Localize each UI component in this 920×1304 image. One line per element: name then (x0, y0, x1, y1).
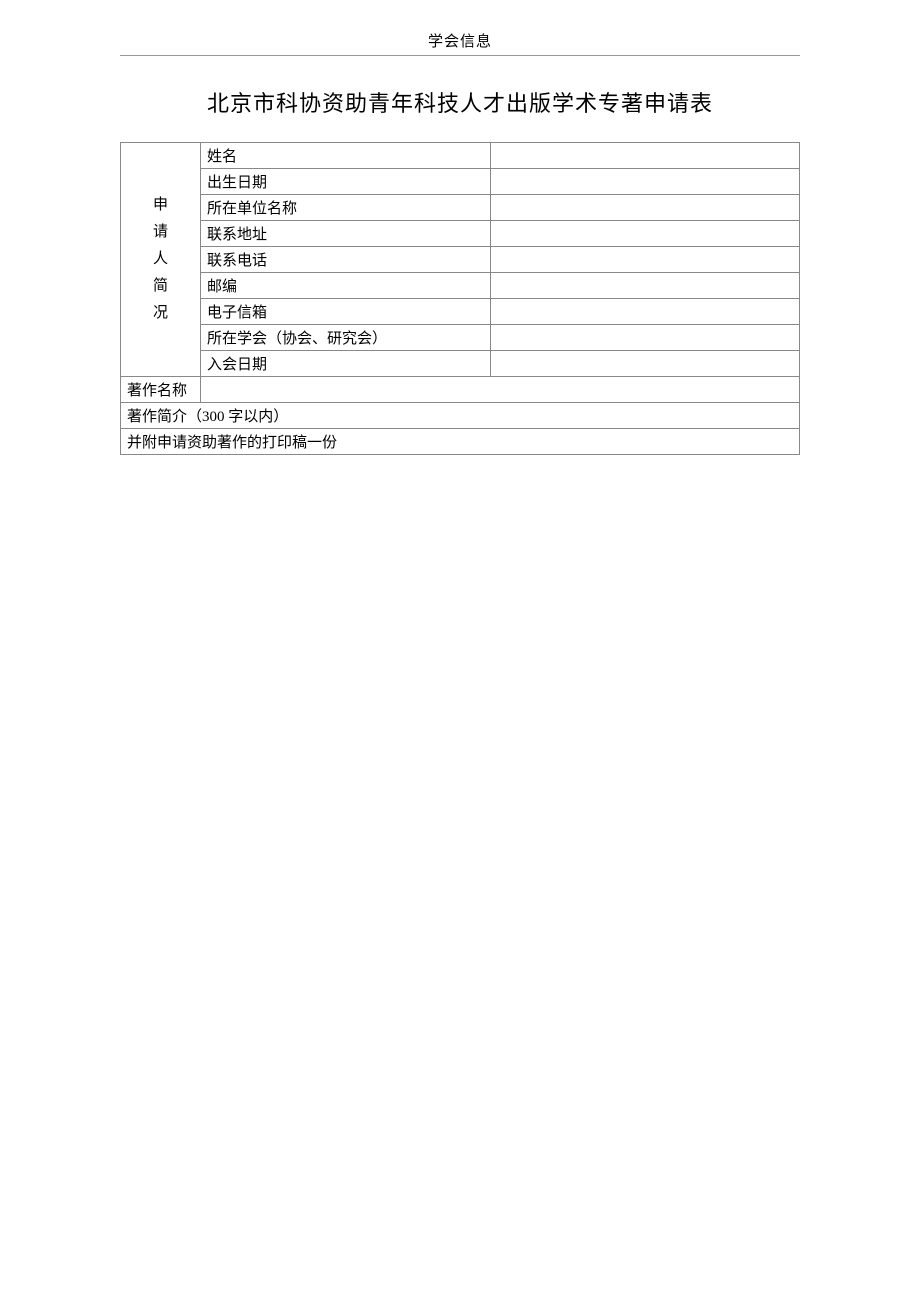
form-row: 邮编 (121, 273, 800, 299)
field-work-summary: 著作简介（300 字以内） (121, 403, 800, 429)
form-row: 申 请 人 简 况 姓名 (121, 143, 800, 169)
field-label-email: 电子信箱 (201, 299, 491, 325)
field-attachment-note: 并附申请资助著作的打印稿一份 (121, 429, 800, 455)
header-divider (120, 55, 800, 56)
field-label-association: 所在学会（协会、研究会） (201, 325, 491, 351)
form-row: 出生日期 (121, 169, 800, 195)
form-row: 入会日期 (121, 351, 800, 377)
page-header: 学会信息 (120, 30, 800, 56)
field-value-work-title (201, 377, 800, 403)
field-label-work-summary: 著作简介（300 字以内） (127, 409, 288, 425)
form-row-summary: 著作简介（300 字以内） (121, 403, 800, 429)
field-value-address (491, 221, 800, 247)
form-row: 所在学会（协会、研究会） (121, 325, 800, 351)
form-row: 所在单位名称 (121, 195, 800, 221)
field-value-birthdate (491, 169, 800, 195)
form-row-work-title: 著作名称 (121, 377, 800, 403)
field-label-work-title: 著作名称 (121, 377, 201, 403)
field-label-birthdate: 出生日期 (201, 169, 491, 195)
field-value-joindate (491, 351, 800, 377)
field-label-joindate: 入会日期 (201, 351, 491, 377)
form-row: 电子信箱 (121, 299, 800, 325)
field-value-org (491, 195, 800, 221)
form-row: 联系地址 (121, 221, 800, 247)
field-label-name: 姓名 (201, 143, 491, 169)
header-label: 学会信息 (428, 34, 492, 50)
field-label-org: 所在单位名称 (201, 195, 491, 221)
field-value-name (491, 143, 800, 169)
field-value-association (491, 325, 800, 351)
field-label-postcode: 邮编 (201, 273, 491, 299)
form-row: 联系电话 (121, 247, 800, 273)
field-label-address: 联系地址 (201, 221, 491, 247)
field-label-phone: 联系电话 (201, 247, 491, 273)
field-value-phone (491, 247, 800, 273)
form-row-attachment: 并附申请资助著作的打印稿一份 (121, 429, 800, 455)
application-form-table: 申 请 人 简 况 姓名 出生日期 所在单位名称 联系地址 联系电话 邮编 电子… (120, 142, 800, 455)
document-title: 北京市科协资助青年科技人才出版学术专著申请表 (120, 86, 800, 118)
field-value-email (491, 299, 800, 325)
field-value-postcode (491, 273, 800, 299)
applicant-section-header: 申 请 人 简 况 (121, 143, 201, 377)
